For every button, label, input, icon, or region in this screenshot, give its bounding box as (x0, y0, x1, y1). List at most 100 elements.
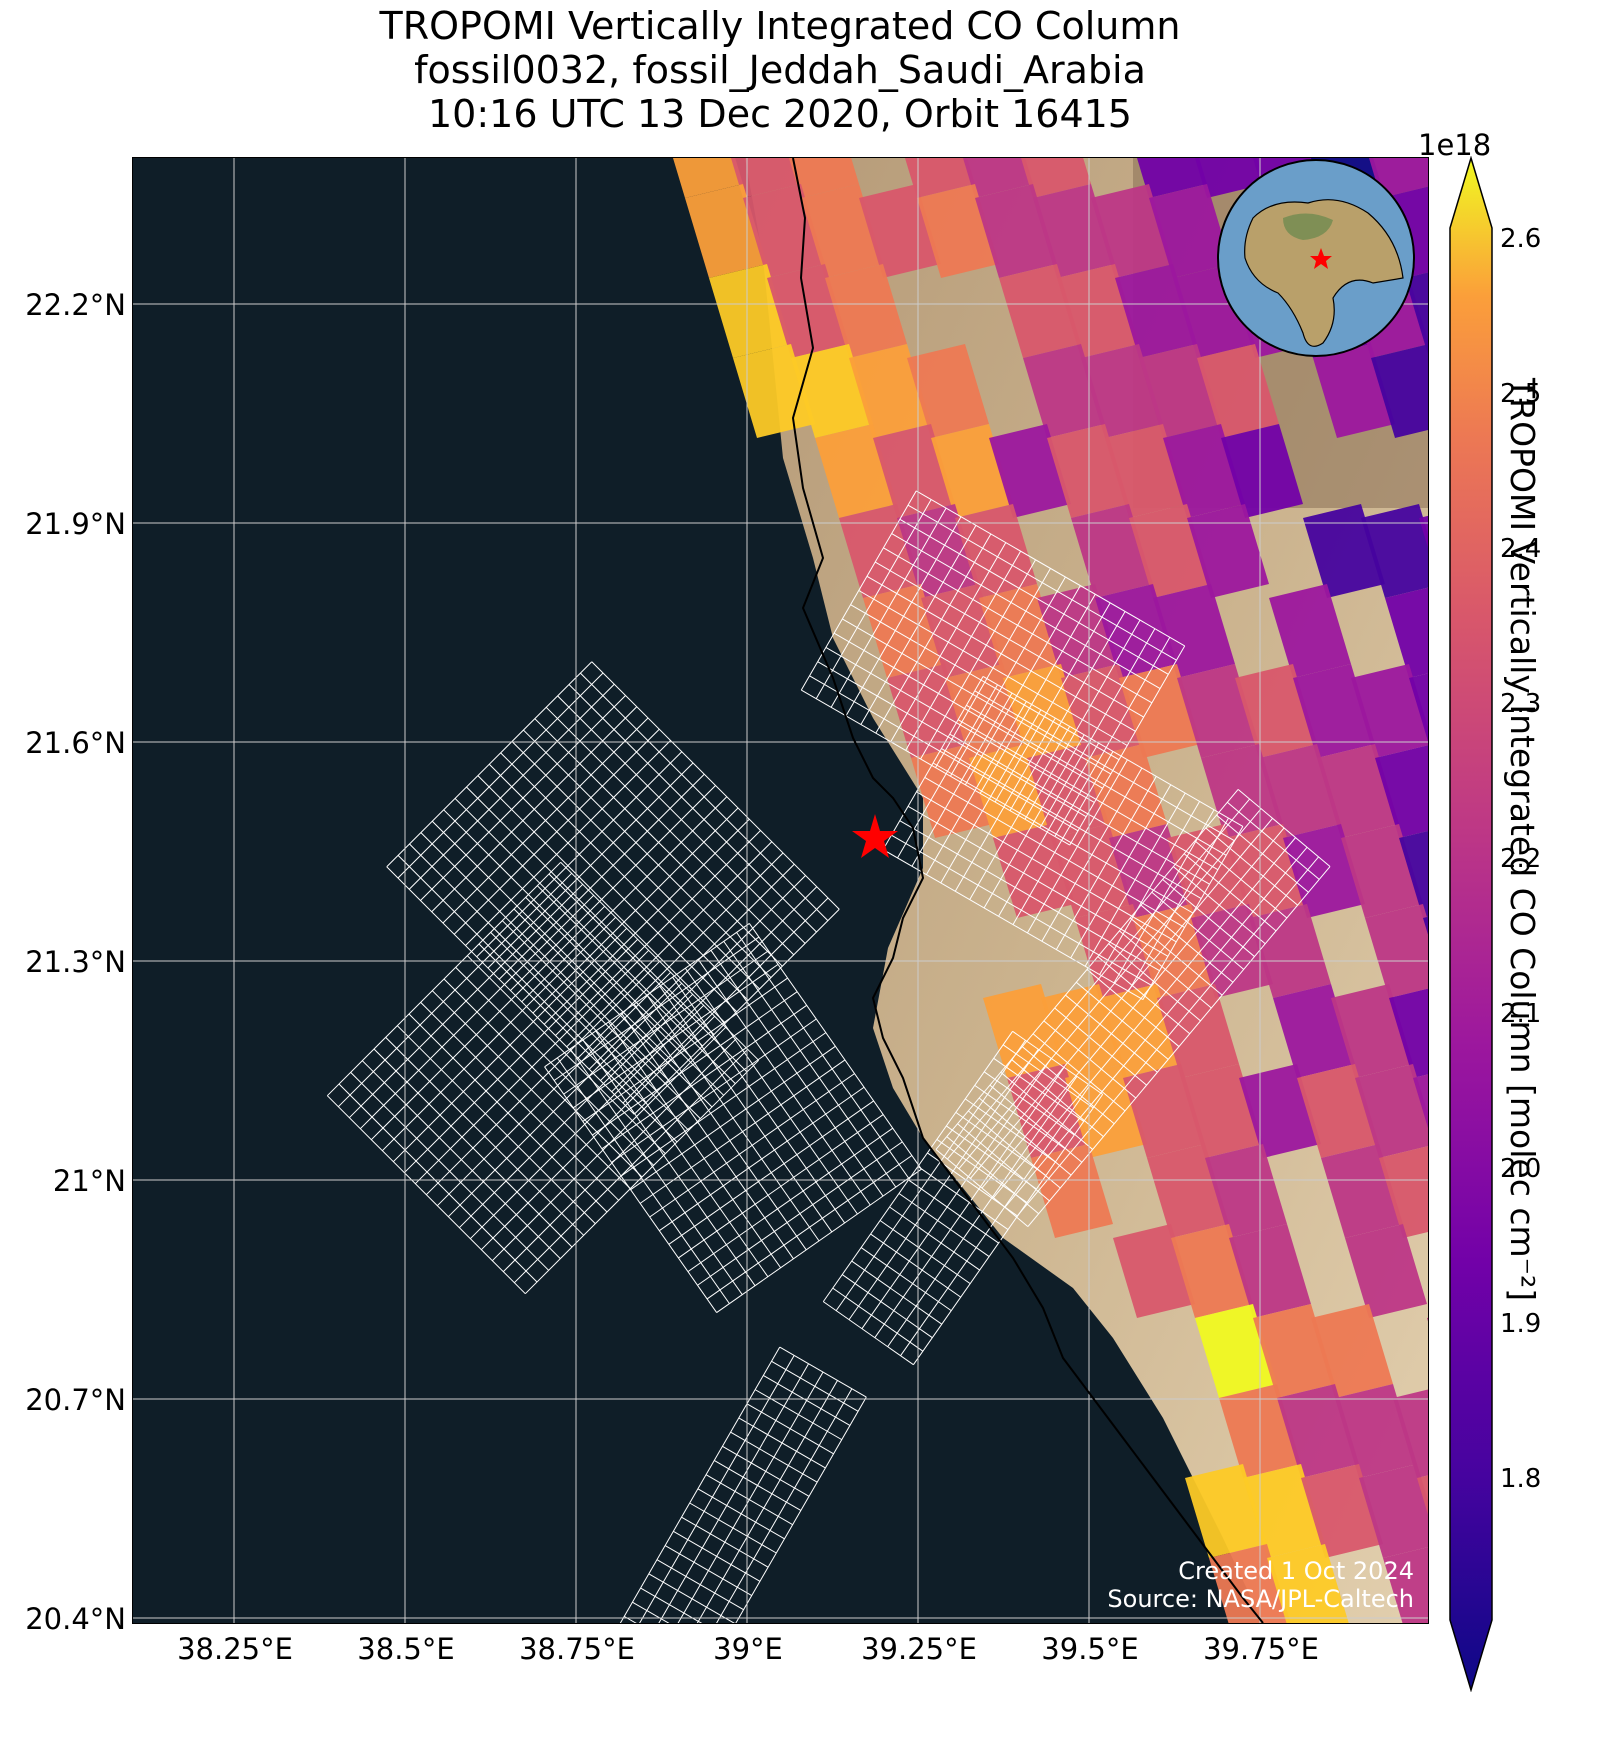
tropomi-pixel (1383, 1547, 1428, 1623)
grid-line (649, 1073, 855, 1218)
colorbar (1449, 156, 1493, 1692)
grid-line (936, 1139, 1028, 1203)
grid-line (1108, 943, 1201, 1022)
grid-line (392, 927, 628, 1163)
grid-line (386, 661, 593, 868)
grid-line (681, 1516, 769, 1568)
grid-line (1205, 827, 1298, 906)
grid-line (685, 1396, 867, 1623)
tropomi-pixel (1153, 584, 1235, 678)
colorbar-tick-label: 2.5 (1500, 379, 1542, 409)
tropomi-pixel (1365, 904, 1428, 998)
colorbar-tick-label: 1.8 (1500, 1464, 1542, 1494)
tropomi-pixel (1393, 1389, 1428, 1478)
tropomi-pixel (1389, 988, 1428, 1078)
tropomi-pixel (1229, 1224, 1311, 1318)
tropomi-pixel (1021, 158, 1091, 198)
map-canvas (133, 158, 1428, 1623)
grid-line (882, 849, 1144, 1001)
grid-line (582, 977, 788, 1122)
grid-line (668, 1100, 874, 1245)
grid-line (1054, 1007, 1147, 1086)
grid-line (420, 695, 626, 901)
grid-line (889, 1206, 980, 1271)
colorbar-tick-label: 2.3 (1500, 689, 1542, 719)
tropomi-pixel (1413, 1074, 1428, 1128)
grid-line (425, 960, 661, 1196)
grid-line (611, 1018, 817, 1163)
grid-line (476, 751, 683, 958)
grid-line (891, 834, 1152, 986)
grid-line (763, 1375, 851, 1426)
grid-line (993, 1057, 1085, 1122)
tropomi-pixel (1157, 984, 1239, 1078)
tropomi-pixel (1409, 673, 1428, 742)
grid-line (513, 1048, 749, 1284)
grid-line (932, 762, 1194, 914)
grid-line (1000, 1071, 1093, 1150)
grid-line (823, 1301, 914, 1366)
grid-line (678, 1114, 884, 1259)
grid-line (544, 1066, 718, 1313)
grid-line (408, 683, 615, 890)
tropomi-pixel (907, 344, 989, 438)
lat-tick-label: 20.7°N (25, 1383, 126, 1417)
grid-line (487, 762, 694, 969)
grid-line (632, 1601, 720, 1623)
tropomi-pixel (1221, 424, 1303, 518)
grid-line (532, 807, 739, 1014)
grid-line (899, 820, 1160, 972)
grid-line (705, 1474, 793, 1526)
grid-line (630, 1045, 836, 1191)
created-date: Created 1 Oct 2024 (1178, 1557, 1414, 1585)
grid-line (656, 1559, 744, 1611)
grid-line (974, 690, 1235, 842)
tropomi-pixel (1399, 831, 1428, 918)
grid-line (833, 632, 1103, 789)
grid-line (642, 1371, 824, 1623)
grid-line (1226, 801, 1320, 880)
grid-line (673, 1530, 761, 1582)
tropomi-pixel (825, 264, 907, 358)
grid-line (1086, 969, 1180, 1047)
tropomi-pixel (1311, 1304, 1393, 1398)
grid-line (502, 1037, 738, 1273)
grid-line (480, 1015, 716, 1251)
grid-line (1140, 904, 1234, 983)
grid-line (664, 1545, 753, 1596)
grid-line (447, 982, 683, 1218)
grid-line (989, 1084, 1083, 1163)
grid-line (779, 1346, 867, 1398)
target-grid-mesh (386, 661, 840, 1115)
target-grids (326, 490, 1331, 1623)
grid-line (730, 1431, 818, 1483)
grid-line (436, 971, 672, 1207)
grid-line (899, 518, 1169, 675)
grid-line (1021, 1046, 1115, 1125)
grid-line (713, 1460, 802, 1511)
grid-line (544, 923, 750, 1068)
tropomi-pixel (789, 158, 859, 198)
grid-line (817, 661, 1087, 818)
tropomi-pixel (1267, 1544, 1349, 1623)
tropomi-pixel (1137, 158, 1207, 198)
grid-line (628, 1363, 809, 1623)
grid-line (1032, 1033, 1126, 1112)
tropomi-pixel (673, 158, 743, 198)
grid-line (832, 1287, 924, 1352)
grid-line (870, 1233, 962, 1298)
grid-line (858, 590, 1128, 746)
grid-line (1119, 930, 1212, 1009)
grid-line (957, 719, 1219, 871)
lon-tick-label: 39°E (713, 1632, 783, 1666)
map-panel[interactable]: Created 1 Oct 2024 Source: NASA/JPL-Calt… (132, 157, 1429, 1624)
site-marker-star (852, 814, 898, 858)
tropomi-pixel (1149, 184, 1231, 278)
lat-tick-label: 21.3°N (25, 945, 126, 979)
grid-line (924, 777, 1185, 928)
title-line-3: 10:16 UTC 13 Dec 2020, Orbit 16415 (428, 92, 1132, 136)
grid-line (746, 1403, 834, 1455)
grid-line (891, 533, 1161, 690)
tropomi-pixel (955, 504, 1037, 598)
grid-line (566, 841, 773, 1048)
